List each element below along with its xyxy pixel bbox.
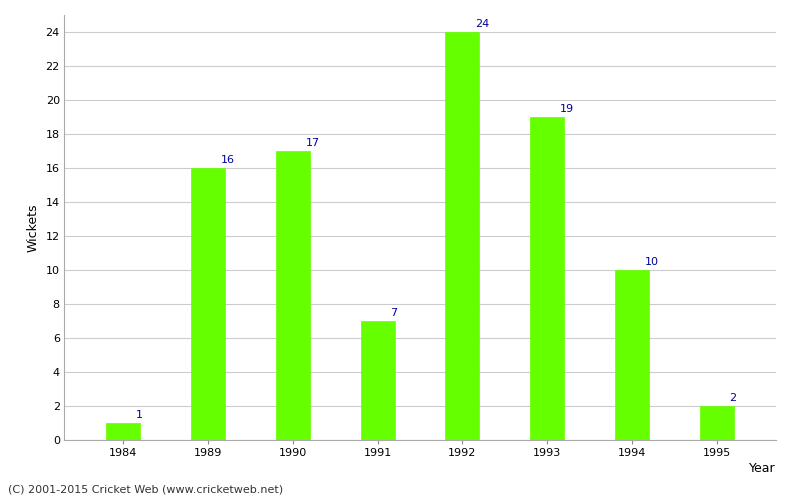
Text: 16: 16 (221, 156, 235, 166)
Bar (106, 423, 140, 440)
Text: 19: 19 (560, 104, 574, 115)
Bar (446, 32, 479, 440)
Bar (276, 151, 310, 440)
Text: Year: Year (750, 462, 776, 475)
Text: 24: 24 (475, 20, 490, 30)
Bar (700, 406, 734, 440)
Bar (530, 117, 564, 440)
Text: 7: 7 (390, 308, 398, 318)
Bar (615, 270, 649, 440)
Text: 17: 17 (306, 138, 320, 148)
Text: (C) 2001-2015 Cricket Web (www.cricketweb.net): (C) 2001-2015 Cricket Web (www.cricketwe… (8, 485, 283, 495)
Bar (361, 321, 394, 440)
Text: 1: 1 (136, 410, 143, 420)
Text: 2: 2 (730, 394, 737, 404)
Text: 10: 10 (645, 258, 658, 268)
Y-axis label: Wickets: Wickets (27, 203, 40, 252)
Bar (191, 168, 225, 440)
